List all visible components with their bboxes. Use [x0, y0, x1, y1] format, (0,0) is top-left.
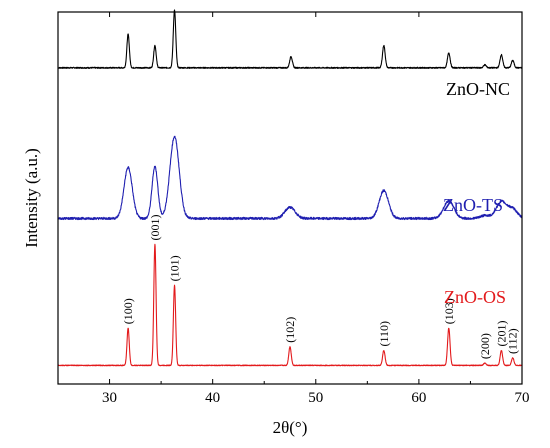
- peak-label: (100): [121, 298, 135, 324]
- series-line-zno-ts: [57, 135, 523, 221]
- peak-label: (110): [377, 321, 391, 347]
- series-line-zno-nc: [57, 9, 523, 69]
- series-label-zno-os: ZnO-OS: [444, 287, 506, 307]
- peak-label: (102): [283, 317, 297, 343]
- x-axis-title: 2θ(°): [273, 418, 308, 437]
- series-label-zno-ts: ZnO-TS: [443, 195, 503, 215]
- x-tick-label: 30: [102, 390, 117, 406]
- x-axis-ticks: 30 40 50 60 70: [57, 12, 530, 406]
- peak-label: (200): [478, 333, 492, 359]
- peak-label-group: (100) (001) (101) (102) (110) (103) (200) (201)…: [121, 215, 520, 360]
- series-line-zno-os: [57, 243, 523, 367]
- peak-label: (112): [506, 328, 520, 354]
- peak-label: (103): [442, 298, 456, 324]
- y-axis-title: Intensity (a.u.): [22, 148, 41, 248]
- series-label-zno-nc: ZnO-NC: [446, 79, 510, 99]
- plot-frame: [57, 11, 523, 385]
- peak-label: (201): [494, 321, 508, 347]
- x-tick-label: 70: [515, 390, 530, 406]
- trace-group: [57, 9, 523, 367]
- x-tick-label: 40: [205, 390, 220, 406]
- x-tick-label: 60: [411, 390, 426, 406]
- peak-label: (001): [148, 215, 162, 241]
- x-tick-label: 50: [308, 390, 323, 406]
- peak-label: (101): [168, 255, 182, 281]
- series-label-group: ZnO-NC ZnO-TS ZnO-OS: [443, 79, 510, 307]
